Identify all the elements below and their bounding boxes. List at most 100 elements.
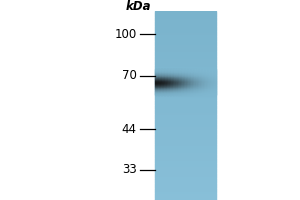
Bar [201,88,202,89]
Bar [210,87,212,88]
Bar [190,69,191,70]
Bar [154,67,216,68]
Bar [156,73,158,74]
Bar [154,148,216,150]
Bar [171,90,173,91]
Bar [154,88,216,89]
Bar [154,187,216,189]
Bar [188,85,190,86]
Bar [193,86,194,87]
Bar [171,70,173,71]
Bar [168,86,170,87]
Bar [197,90,199,91]
Bar [162,84,164,85]
Bar [178,85,179,86]
Bar [212,84,213,85]
Bar [162,82,164,83]
Bar [207,84,208,85]
Bar [187,91,188,92]
Bar [196,72,198,73]
Bar [171,92,173,93]
Bar [154,152,216,153]
Bar [165,92,167,93]
Bar [164,72,165,73]
Bar [204,78,205,79]
Bar [154,138,216,140]
Bar [154,81,156,82]
Bar [201,91,202,92]
Bar [184,94,185,95]
Bar [161,69,162,70]
Bar [167,91,168,92]
Bar [154,106,216,107]
Bar [191,89,193,90]
Bar [197,88,199,89]
Bar [204,81,205,82]
Bar [204,88,205,89]
Bar [170,76,171,77]
Bar [185,82,187,83]
Bar [191,79,193,80]
Bar [170,87,171,88]
Bar [190,73,191,74]
Bar [181,77,182,78]
Bar [165,86,167,87]
Bar [154,175,216,176]
Bar [154,53,216,54]
Bar [208,81,210,82]
Bar [179,89,181,90]
Bar [154,165,216,166]
Bar [201,83,202,84]
Bar [154,86,216,87]
Bar [204,79,205,80]
Bar [175,74,176,75]
Bar [178,89,179,90]
Bar [208,72,210,73]
Bar [193,73,194,74]
Bar [158,71,159,72]
Bar [158,94,159,95]
Bar [175,84,176,85]
Bar [188,91,190,92]
Bar [202,76,204,77]
Bar [196,86,198,87]
Bar [156,76,158,77]
Bar [196,92,198,93]
Bar [199,78,201,79]
Bar [193,92,194,93]
Bar [204,72,205,73]
Bar [167,94,168,95]
Bar [156,70,158,71]
Bar [179,70,181,71]
Bar [204,84,205,85]
Bar [187,93,188,94]
Bar [188,80,190,81]
Bar [207,91,208,92]
Text: 100: 100 [114,28,136,41]
Bar [191,69,193,70]
Bar [214,78,216,79]
Bar [207,71,208,72]
Bar [194,78,196,79]
Bar [165,79,167,80]
Bar [194,75,196,76]
Bar [184,84,185,85]
Bar [210,76,212,77]
Bar [199,83,201,84]
Bar [158,93,159,94]
Bar [165,90,167,91]
Bar [214,85,216,86]
Bar [176,73,178,74]
Bar [154,49,216,50]
Bar [187,80,188,81]
Bar [196,78,198,79]
Bar [207,74,208,75]
Bar [154,69,216,71]
Bar [184,83,185,84]
Text: 44: 44 [122,123,136,136]
Bar [210,84,212,85]
Bar [156,77,158,78]
Bar [156,84,158,85]
Bar [212,70,213,71]
Bar [202,81,204,82]
